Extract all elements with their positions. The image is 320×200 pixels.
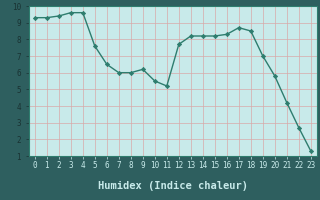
Text: 21: 21 — [282, 160, 292, 170]
Text: 7: 7 — [116, 160, 121, 170]
Text: Humidex (Indice chaleur): Humidex (Indice chaleur) — [98, 181, 248, 191]
Text: 12: 12 — [174, 160, 183, 170]
Text: 4: 4 — [81, 160, 85, 170]
Text: 20: 20 — [270, 160, 279, 170]
Text: 8: 8 — [129, 160, 133, 170]
Text: 17: 17 — [234, 160, 244, 170]
Text: 11: 11 — [162, 160, 172, 170]
Text: 22: 22 — [294, 160, 303, 170]
Text: 3: 3 — [68, 160, 73, 170]
Text: 10: 10 — [150, 160, 159, 170]
Text: 1: 1 — [44, 160, 49, 170]
Text: 9: 9 — [140, 160, 145, 170]
Text: 13: 13 — [186, 160, 196, 170]
Text: 0: 0 — [33, 160, 37, 170]
Text: 15: 15 — [210, 160, 220, 170]
Text: 19: 19 — [258, 160, 268, 170]
Text: 18: 18 — [246, 160, 255, 170]
Text: 23: 23 — [306, 160, 316, 170]
Text: 14: 14 — [198, 160, 207, 170]
Text: 2: 2 — [57, 160, 61, 170]
Text: 5: 5 — [92, 160, 97, 170]
Text: 6: 6 — [105, 160, 109, 170]
Text: 16: 16 — [222, 160, 231, 170]
